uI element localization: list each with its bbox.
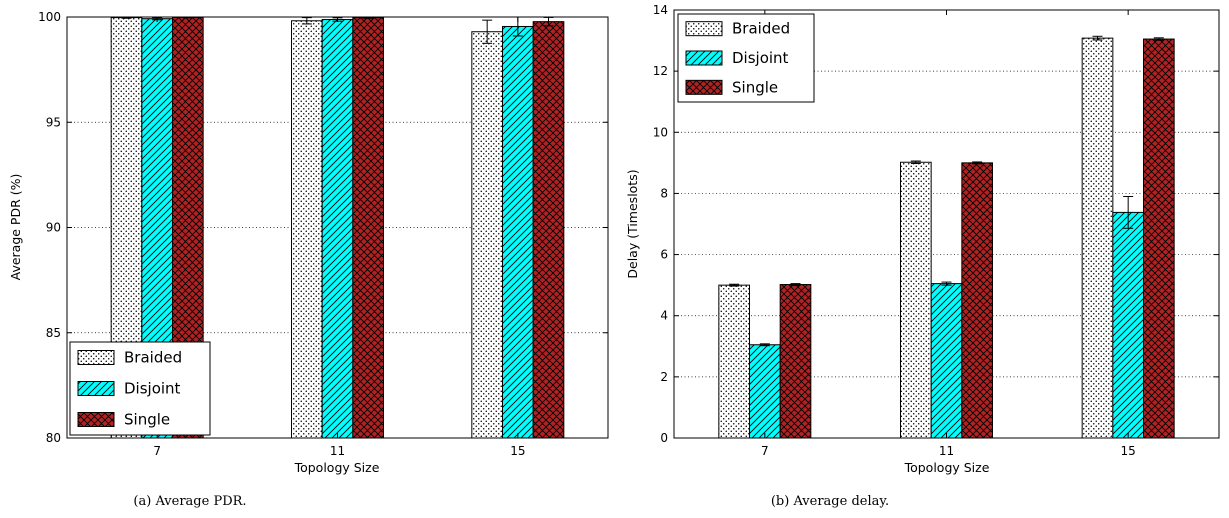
pdr-legend-label-disjoint: Disjoint <box>124 380 181 398</box>
pdr-bar-braided-15 <box>471 31 504 439</box>
delay-legend-swatch-single <box>685 79 723 95</box>
delay-y-tick-label: 4 <box>660 309 668 323</box>
pdr-legend-label-braided: Braided <box>124 349 182 367</box>
delay-chart: 0 2 4 6 8 10 12 14 7 11 15 Topology Size Delay (Ti… <box>625 3 1220 509</box>
pdr-bar-single-11 <box>352 17 385 439</box>
pdr-x-tick-label: 15 <box>510 444 525 458</box>
delay-x-axis-label: Topology Size <box>904 460 990 475</box>
pdr-y-tick-label: 95 <box>46 115 61 129</box>
pdr-x-tick-label: 7 <box>153 444 161 458</box>
pdr-legend-swatch-braided <box>77 350 115 365</box>
pdr-chart: 80 85 90 95 100 7 11 15 Topology Size Average P… <box>8 10 609 509</box>
pdr-bar-disjoint-11 <box>321 19 354 439</box>
delay-caption: (b) Average delay. <box>771 494 889 509</box>
pdr-x-tick-label: 11 <box>330 444 345 458</box>
delay-bar-disjoint-11 <box>930 283 963 439</box>
delay-bar-braided-7 <box>718 284 750 439</box>
delay-bar-single-11 <box>961 162 993 439</box>
delay-x-tick-label: 15 <box>1121 444 1136 458</box>
delay-legend-label-disjoint: Disjoint <box>732 49 789 67</box>
delay-bar-disjoint-7 <box>749 344 781 439</box>
delay-bar-single-15 <box>1143 38 1175 439</box>
pdr-caption: (a) Average PDR. <box>133 494 246 509</box>
pdr-y-tick-label: 100 <box>38 10 61 24</box>
delay-y-tick-label: 0 <box>660 431 668 445</box>
delay-y-tick-label: 2 <box>660 370 668 384</box>
pdr-y-tick-label: 80 <box>46 431 61 445</box>
delay-bar-braided-15 <box>1081 37 1114 439</box>
delay-x-tick-label: 7 <box>761 444 769 458</box>
pdr-legend-label-single: Single <box>124 411 170 429</box>
delay-bar-single-7 <box>779 284 812 439</box>
pdr-ticks: 80 85 90 95 100 7 11 15 <box>38 10 608 458</box>
delay-legend: Braided Disjoint Single <box>677 13 815 103</box>
delay-legend-swatch-disjoint <box>685 50 723 66</box>
pdr-legend: Braided Disjoint Single <box>69 341 211 436</box>
delay-bar-disjoint-15 <box>1112 211 1145 439</box>
pdr-bar-single-15 <box>532 21 565 439</box>
delay-y-tick-label: 14 <box>653 3 668 17</box>
delay-y-tick-label: 12 <box>653 64 668 78</box>
pdr-bar-disjoint-15 <box>502 25 534 439</box>
delay-bar-braided-11 <box>900 161 932 439</box>
pdr-y-axis-label: Average PDR (%) <box>8 174 23 281</box>
delay-legend-swatch-braided <box>685 21 723 37</box>
delay-error-bars <box>729 35 1164 347</box>
pdr-x-axis-label: Topology Size <box>294 460 380 475</box>
delay-bars <box>718 37 1175 439</box>
pdr-y-tick-label: 90 <box>46 221 61 235</box>
delay-ticks: 0 2 4 6 8 10 12 14 7 11 15 <box>653 3 1219 458</box>
delay-y-tick-label: 8 <box>660 186 668 200</box>
pdr-y-tick-label: 85 <box>46 326 61 340</box>
pdr-legend-swatch-disjoint <box>77 381 115 396</box>
delay-x-tick-label: 11 <box>939 444 954 458</box>
pdr-bar-braided-11 <box>291 20 323 439</box>
delay-legend-label-braided: Braided <box>732 20 790 38</box>
delay-legend-label-single: Single <box>732 78 778 96</box>
delay-y-tick-label: 6 <box>660 248 668 262</box>
pdr-legend-swatch-single <box>77 412 115 427</box>
delay-y-axis-label: Delay (Timeslots) <box>625 169 640 278</box>
delay-y-tick-label: 10 <box>653 125 668 139</box>
